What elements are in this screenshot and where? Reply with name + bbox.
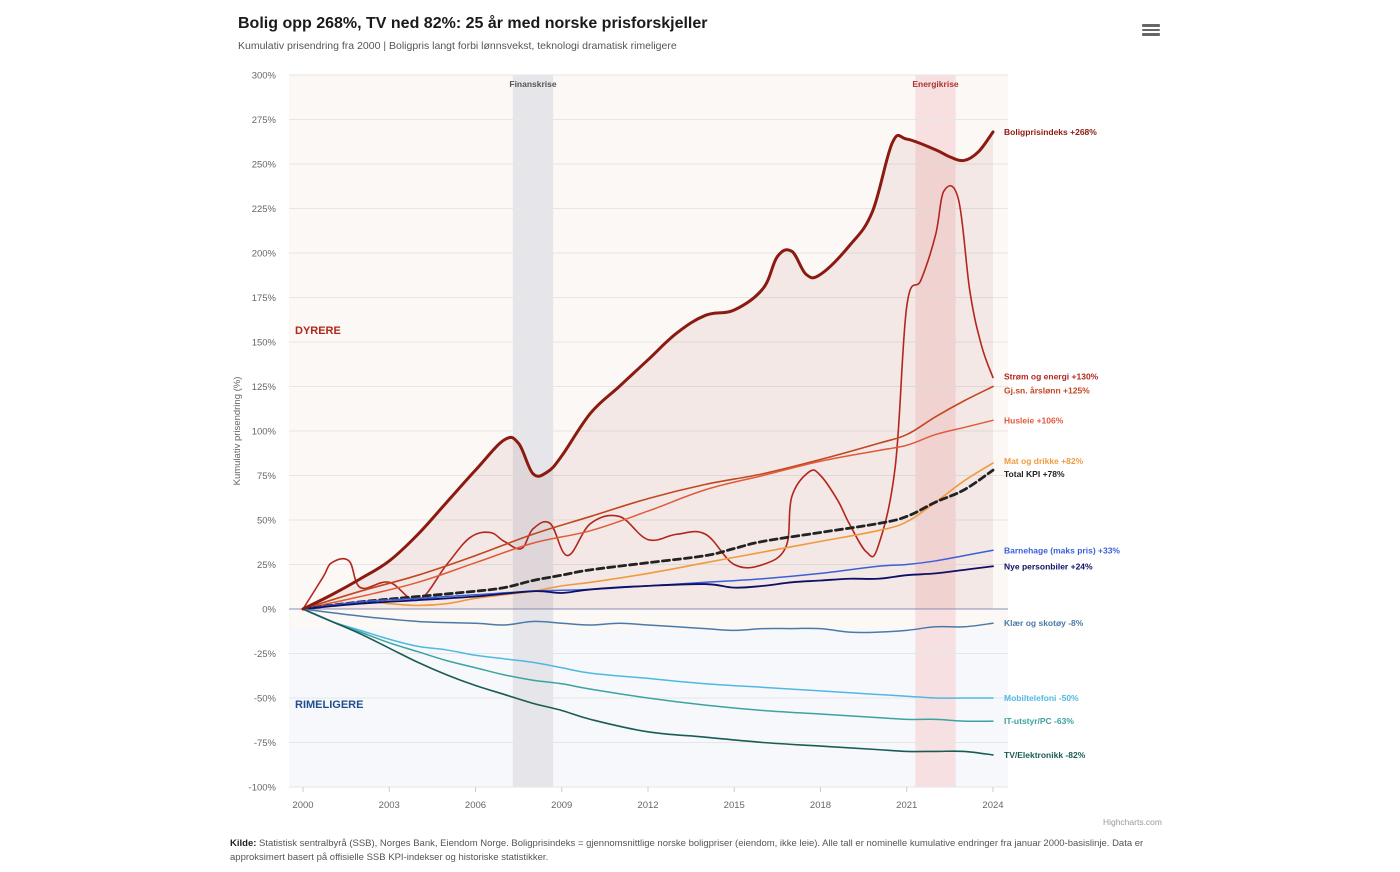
y-tick-label-4: 200% <box>252 249 277 260</box>
series-line-7 <box>302 565 994 610</box>
series-label-6: Barnehage (maks pris) +33% <box>1004 545 1120 555</box>
x-tick-label-2: 2006 <box>465 800 486 811</box>
plot-band-label-1: Energikrise <box>912 79 959 89</box>
chart-subtitle: Kumulativ prisendring fra 2000 | Boligpr… <box>238 40 677 52</box>
series-label-1: Strøm og energi +130% <box>1004 372 1099 382</box>
y-tick-label-16: -100% <box>249 783 277 794</box>
series-label-10: IT-utstyr/PC -63% <box>1004 716 1074 726</box>
x-tick-label-6: 2018 <box>810 800 831 811</box>
x-tick-label-3: 2009 <box>551 800 572 811</box>
y-tick-label-14: -50% <box>254 694 277 705</box>
series-line-5 <box>301 468 995 611</box>
plot-band-label-0: Finanskrise <box>509 79 557 89</box>
area-layer <box>303 131 993 609</box>
y-tick-label-3: 225% <box>252 204 277 215</box>
series-line-3 <box>302 419 994 610</box>
zone-0 <box>289 75 1008 629</box>
series-label-8: Klær og skotøy -8% <box>1004 618 1084 628</box>
y-tick-label-2: 250% <box>252 160 277 171</box>
zone-label-0: DYRERE <box>295 325 341 337</box>
zone-label-1: RIMELIGERE <box>295 699 363 711</box>
x-tick-label-0: 2000 <box>292 800 313 811</box>
hamburger-menu-icon[interactable] <box>1142 22 1160 38</box>
series-area-0 <box>303 131 993 609</box>
y-tick-label-6: 150% <box>252 338 277 349</box>
series-line-2 <box>302 385 994 610</box>
series-line-10 <box>302 608 994 723</box>
x-tick-label-1: 2003 <box>379 800 400 811</box>
series-line-4 <box>302 462 994 610</box>
y-tick-label-0: 300% <box>252 71 277 82</box>
series-label-2: Gj.sn. årslønn +125% <box>1004 386 1090 396</box>
series-label-3: Husleie +106% <box>1004 415 1064 425</box>
y-tick-label-13: -25% <box>254 649 277 660</box>
chart-title: Bolig opp 268%, TV ned 82%: 25 år med no… <box>238 15 708 32</box>
y-tick-label-1: 275% <box>252 115 277 126</box>
y-tick-label-7: 125% <box>252 382 277 393</box>
zone-1 <box>289 628 1008 787</box>
series-label-4: Mat og drikke +82% <box>1004 456 1084 466</box>
series-line-6 <box>302 549 994 610</box>
y-tick-label-10: 50% <box>257 516 277 527</box>
y-tick-label-8: 100% <box>252 427 277 438</box>
source-label: Kilde: <box>230 838 257 849</box>
series-line-9 <box>302 608 994 699</box>
series-line-1 <box>302 185 994 610</box>
series-label-9: Mobiltelefoni -50% <box>1004 693 1079 703</box>
y-axis-label: Kumulativ prisendring (%) <box>232 377 243 486</box>
zones-layer <box>289 75 1008 787</box>
x-tick-label-8: 2024 <box>982 800 1003 811</box>
series-label-7: Nye personbiler +24% <box>1004 561 1093 571</box>
y-tick-label-5: 175% <box>252 293 277 304</box>
source-text: Statistisk sentralbyrå (SSB), Norges Ban… <box>230 838 1144 863</box>
y-tick-label-12: 0% <box>262 605 276 616</box>
series-labels-layer: DYRERE RIMELIGERE Boligprisindeks +268% Str… <box>295 127 1120 760</box>
series-line-11 <box>302 608 994 756</box>
y-tick-label-15: -75% <box>254 738 277 749</box>
series-line-0 <box>301 130 995 611</box>
y-tick-label-11: 25% <box>257 560 277 571</box>
y-tick-label-9: 75% <box>257 471 277 482</box>
series-label-5: Total KPI +78% <box>1004 469 1065 479</box>
x-tick-label-7: 2021 <box>896 800 917 811</box>
axes-layer: 300% 275% 250% 225% 200% 175% 150% 125% 100% 75% 5… <box>232 71 1004 812</box>
x-tick-label-5: 2015 <box>724 800 745 811</box>
x-tick-label-4: 2012 <box>637 800 658 811</box>
series-line-8 <box>302 608 994 634</box>
highcharts-credits-link[interactable]: Highcharts.com <box>1102 817 1162 827</box>
source-note: Kilde: Statistisk sentralbyrå (SSB), Nor… <box>230 837 1170 865</box>
series-label-0: Boligprisindeks +268% <box>1004 127 1097 137</box>
series-lines-layer <box>301 130 995 756</box>
series-label-11: TV/Elektronikk -82% <box>1004 750 1086 760</box>
